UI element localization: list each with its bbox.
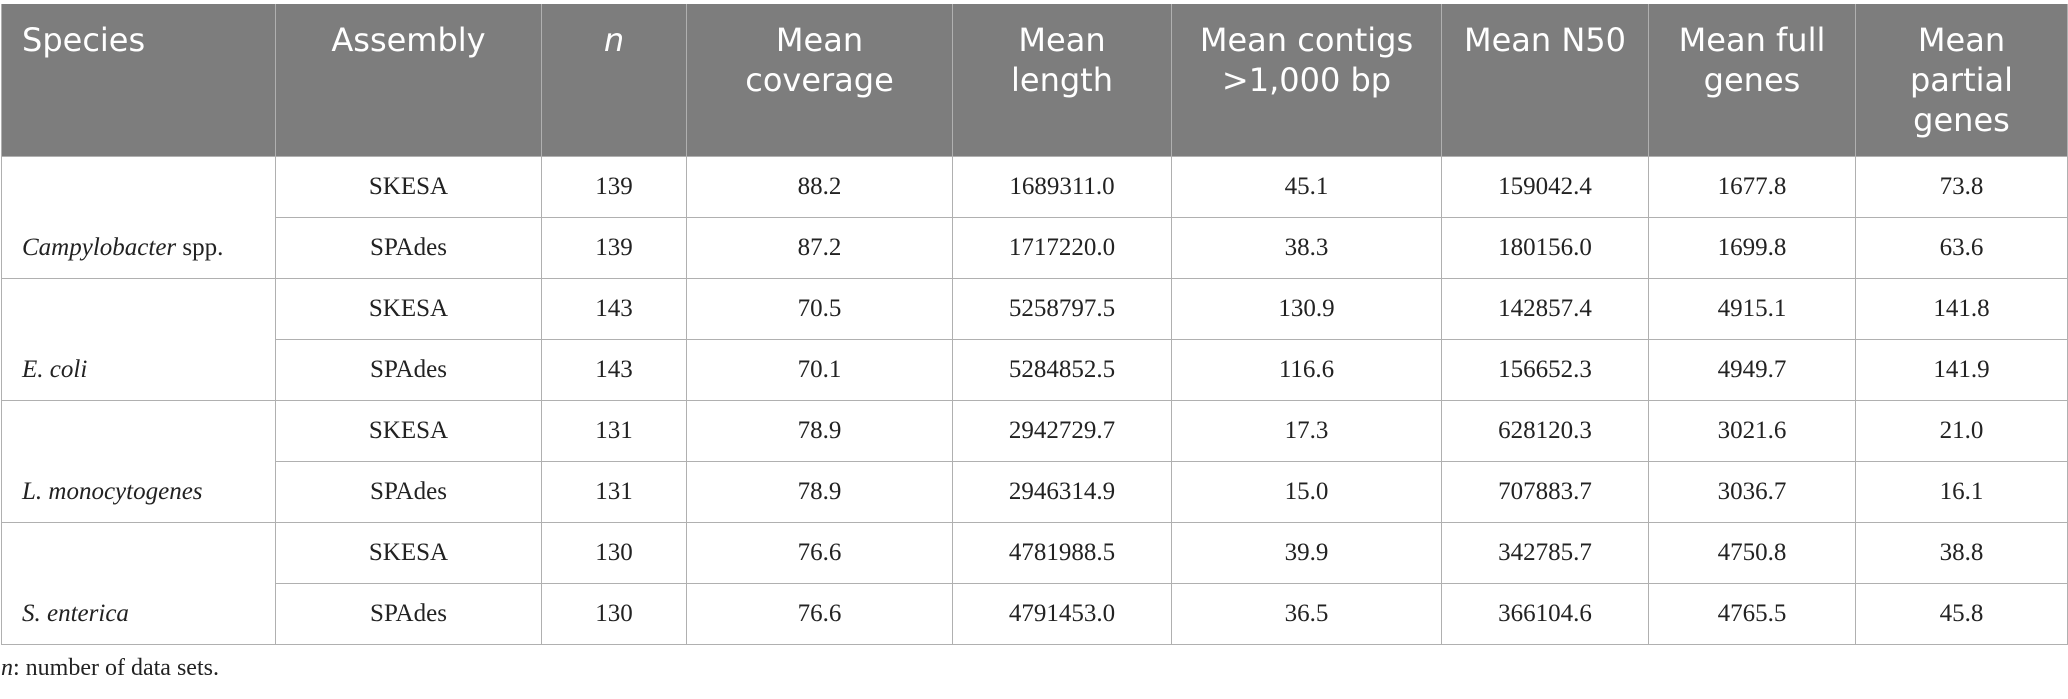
table-row: SPAdes 131 78.9 2946314.9 15.0 707883.7 3036.7… <box>2 460 2068 523</box>
table-row: E. coli SKESA 143 70.5 5258797.5 130.9 142857.… <box>1 277 2068 401</box>
species-name: S. enterica <box>22 599 129 627</box>
table-cell: 1717220.0 <box>952 216 1172 279</box>
table-cell: 16.1 <box>1855 460 2068 523</box>
table-cell: 131 <box>541 399 687 462</box>
table-cell: SKESA <box>275 399 542 462</box>
table-cell: 1699.8 <box>1648 216 1856 279</box>
table-cell: 4915.1 <box>1648 277 1856 340</box>
table-cell: 143 <box>541 277 687 340</box>
table-cell: 45.1 <box>1171 155 1442 218</box>
header-cell: Mean partial genes <box>1855 4 2068 157</box>
table-cell: 3036.7 <box>1648 460 1856 523</box>
table-cell: 4781988.5 <box>952 521 1172 584</box>
table-body: Campylobacter spp. SKESA 139 88.2 1689311.0 4… <box>1 155 2068 645</box>
species-suffix: spp. <box>182 233 224 261</box>
table-cell: 141.9 <box>1855 338 2068 401</box>
table-cell: 130.9 <box>1171 277 1442 340</box>
table-cell: 78.9 <box>686 399 953 462</box>
table-row: SPAdes 130 76.6 4791453.0 36.5 366104.6 4765.5… <box>2 582 2068 645</box>
table-cell: 2942729.7 <box>952 399 1172 462</box>
page: Species Assembly n Mean coverage Mean length… <box>0 4 2068 699</box>
table-cell: 4765.5 <box>1648 582 1856 645</box>
table-cell: 141.8 <box>1855 277 2068 340</box>
species-cell: S. enterica <box>1 521 276 645</box>
header-cell: Mean full genes <box>1648 4 1856 157</box>
table-cell: 1689311.0 <box>952 155 1172 218</box>
table-cell: 131 <box>541 460 687 523</box>
table-cell: 1677.8 <box>1648 155 1856 218</box>
table-cell: 156652.3 <box>1441 338 1649 401</box>
table-row: Campylobacter spp. SKESA 139 88.2 1689311.0 4… <box>1 155 2068 279</box>
table-row: S. enterica SKESA 130 76.6 4781988.5 39.9 3427… <box>1 521 2068 645</box>
species-name: L. monocytogenes <box>22 477 203 505</box>
table-cell: SKESA <box>275 521 542 584</box>
table-cell: 4791453.0 <box>952 582 1172 645</box>
table-cell: 628120.3 <box>1441 399 1649 462</box>
table-cell: 139 <box>541 155 687 218</box>
footnote: n: number of data sets. <box>1 655 2068 682</box>
table-cell: 38.8 <box>1855 521 2068 584</box>
table-cell: 4750.8 <box>1648 521 1856 584</box>
data-table: Species Assembly n Mean coverage Mean length… <box>1 4 2068 645</box>
header-cell: Mean coverage <box>686 4 953 157</box>
table-cell: 88.2 <box>686 155 953 218</box>
species-cell: E. coli <box>1 277 276 401</box>
header-cell: Species <box>1 4 276 157</box>
header-row: Species Assembly n Mean coverage Mean length… <box>1 4 2068 157</box>
table-cell: SPAdes <box>275 338 542 401</box>
table-cell: 76.6 <box>686 521 953 584</box>
table-cell: 342785.7 <box>1441 521 1649 584</box>
table-cell: 143 <box>541 338 687 401</box>
species-name: Campylobacter <box>22 233 177 261</box>
table-row: SPAdes 139 87.2 1717220.0 38.3 180156.0 1699.8… <box>2 216 2068 279</box>
table-cell: 130 <box>541 521 687 584</box>
table-cell: 39.9 <box>1171 521 1442 584</box>
table-cell: 15.0 <box>1171 460 1442 523</box>
table-cell: SKESA <box>275 277 542 340</box>
header-cell: n <box>541 4 687 157</box>
table-cell: 78.9 <box>686 460 953 523</box>
table-cell: 17.3 <box>1171 399 1442 462</box>
table-row: L. monocytogenes SKESA 131 78.9 2942729.7 17.… <box>1 399 2068 523</box>
table-cell: 116.6 <box>1171 338 1442 401</box>
table-cell: 366104.6 <box>1441 582 1649 645</box>
table-cell: 73.8 <box>1855 155 2068 218</box>
table-cell: SKESA <box>275 155 542 218</box>
header-cell: Mean contigs >1,000 bp <box>1171 4 1442 157</box>
table-cell: 180156.0 <box>1441 216 1649 279</box>
table-cell: 70.1 <box>686 338 953 401</box>
table-cell: SPAdes <box>275 216 542 279</box>
table-cell: 707883.7 <box>1441 460 1649 523</box>
species-cell: Campylobacter spp. <box>1 155 276 279</box>
table-cell: 21.0 <box>1855 399 2068 462</box>
footnote-text: : number of data sets. <box>13 654 219 681</box>
table-cell: SPAdes <box>275 582 542 645</box>
species-cell: L. monocytogenes <box>1 399 276 523</box>
table-cell: 38.3 <box>1171 216 1442 279</box>
header-cell: Assembly <box>275 4 542 157</box>
footnote-symbol: n <box>1 654 13 681</box>
table-cell: 70.5 <box>686 277 953 340</box>
table-cell: SPAdes <box>275 460 542 523</box>
table-cell: 142857.4 <box>1441 277 1649 340</box>
header-cell: Mean length <box>952 4 1172 157</box>
table-cell: 5258797.5 <box>952 277 1172 340</box>
table-row: SPAdes 143 70.1 5284852.5 116.6 156652.3 4949.… <box>2 338 2068 401</box>
table-cell: 76.6 <box>686 582 953 645</box>
table-cell: 3021.6 <box>1648 399 1856 462</box>
table-cell: 45.8 <box>1855 582 2068 645</box>
table-cell: 159042.4 <box>1441 155 1649 218</box>
header-cell: Mean N50 <box>1441 4 1649 157</box>
table-cell: 36.5 <box>1171 582 1442 645</box>
table-cell: 5284852.5 <box>952 338 1172 401</box>
table-cell: 2946314.9 <box>952 460 1172 523</box>
table-cell: 4949.7 <box>1648 338 1856 401</box>
species-name: E. coli <box>22 355 88 383</box>
table-cell: 130 <box>541 582 687 645</box>
table-cell: 87.2 <box>686 216 953 279</box>
table-cell: 139 <box>541 216 687 279</box>
table-cell: 63.6 <box>1855 216 2068 279</box>
